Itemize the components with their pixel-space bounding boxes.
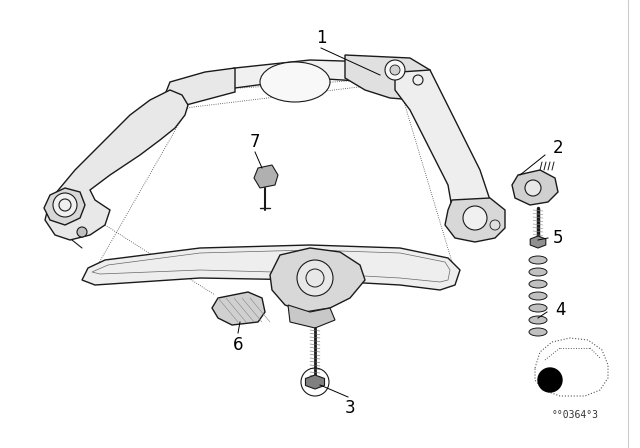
Circle shape — [53, 193, 77, 217]
Polygon shape — [445, 198, 505, 242]
Polygon shape — [288, 305, 335, 328]
Polygon shape — [212, 292, 265, 325]
Polygon shape — [82, 245, 460, 290]
Ellipse shape — [260, 62, 330, 102]
Polygon shape — [512, 170, 558, 205]
Circle shape — [77, 227, 87, 237]
Polygon shape — [305, 375, 324, 389]
Circle shape — [525, 180, 541, 196]
Ellipse shape — [529, 256, 547, 264]
Circle shape — [413, 75, 423, 85]
Ellipse shape — [529, 328, 547, 336]
Ellipse shape — [529, 268, 547, 276]
Polygon shape — [44, 188, 85, 225]
Polygon shape — [345, 55, 430, 100]
Polygon shape — [254, 165, 278, 188]
Circle shape — [490, 220, 500, 230]
Polygon shape — [270, 248, 365, 312]
Polygon shape — [168, 60, 400, 102]
Ellipse shape — [529, 280, 547, 288]
Polygon shape — [162, 68, 235, 108]
Ellipse shape — [529, 304, 547, 312]
Circle shape — [385, 60, 405, 80]
Circle shape — [297, 260, 333, 296]
Ellipse shape — [529, 316, 547, 324]
Polygon shape — [395, 70, 490, 228]
Text: °°0364°3: °°0364°3 — [552, 410, 598, 420]
Text: 1: 1 — [316, 29, 326, 47]
Polygon shape — [45, 90, 188, 240]
Text: 3: 3 — [345, 399, 355, 417]
Ellipse shape — [529, 292, 547, 300]
Circle shape — [538, 368, 562, 392]
Text: 5: 5 — [553, 229, 563, 247]
Circle shape — [463, 206, 487, 230]
Text: 4: 4 — [555, 301, 565, 319]
Text: 2: 2 — [553, 139, 563, 157]
Polygon shape — [530, 236, 546, 248]
Text: 6: 6 — [233, 336, 243, 354]
Circle shape — [390, 65, 400, 75]
Text: 7: 7 — [250, 133, 260, 151]
